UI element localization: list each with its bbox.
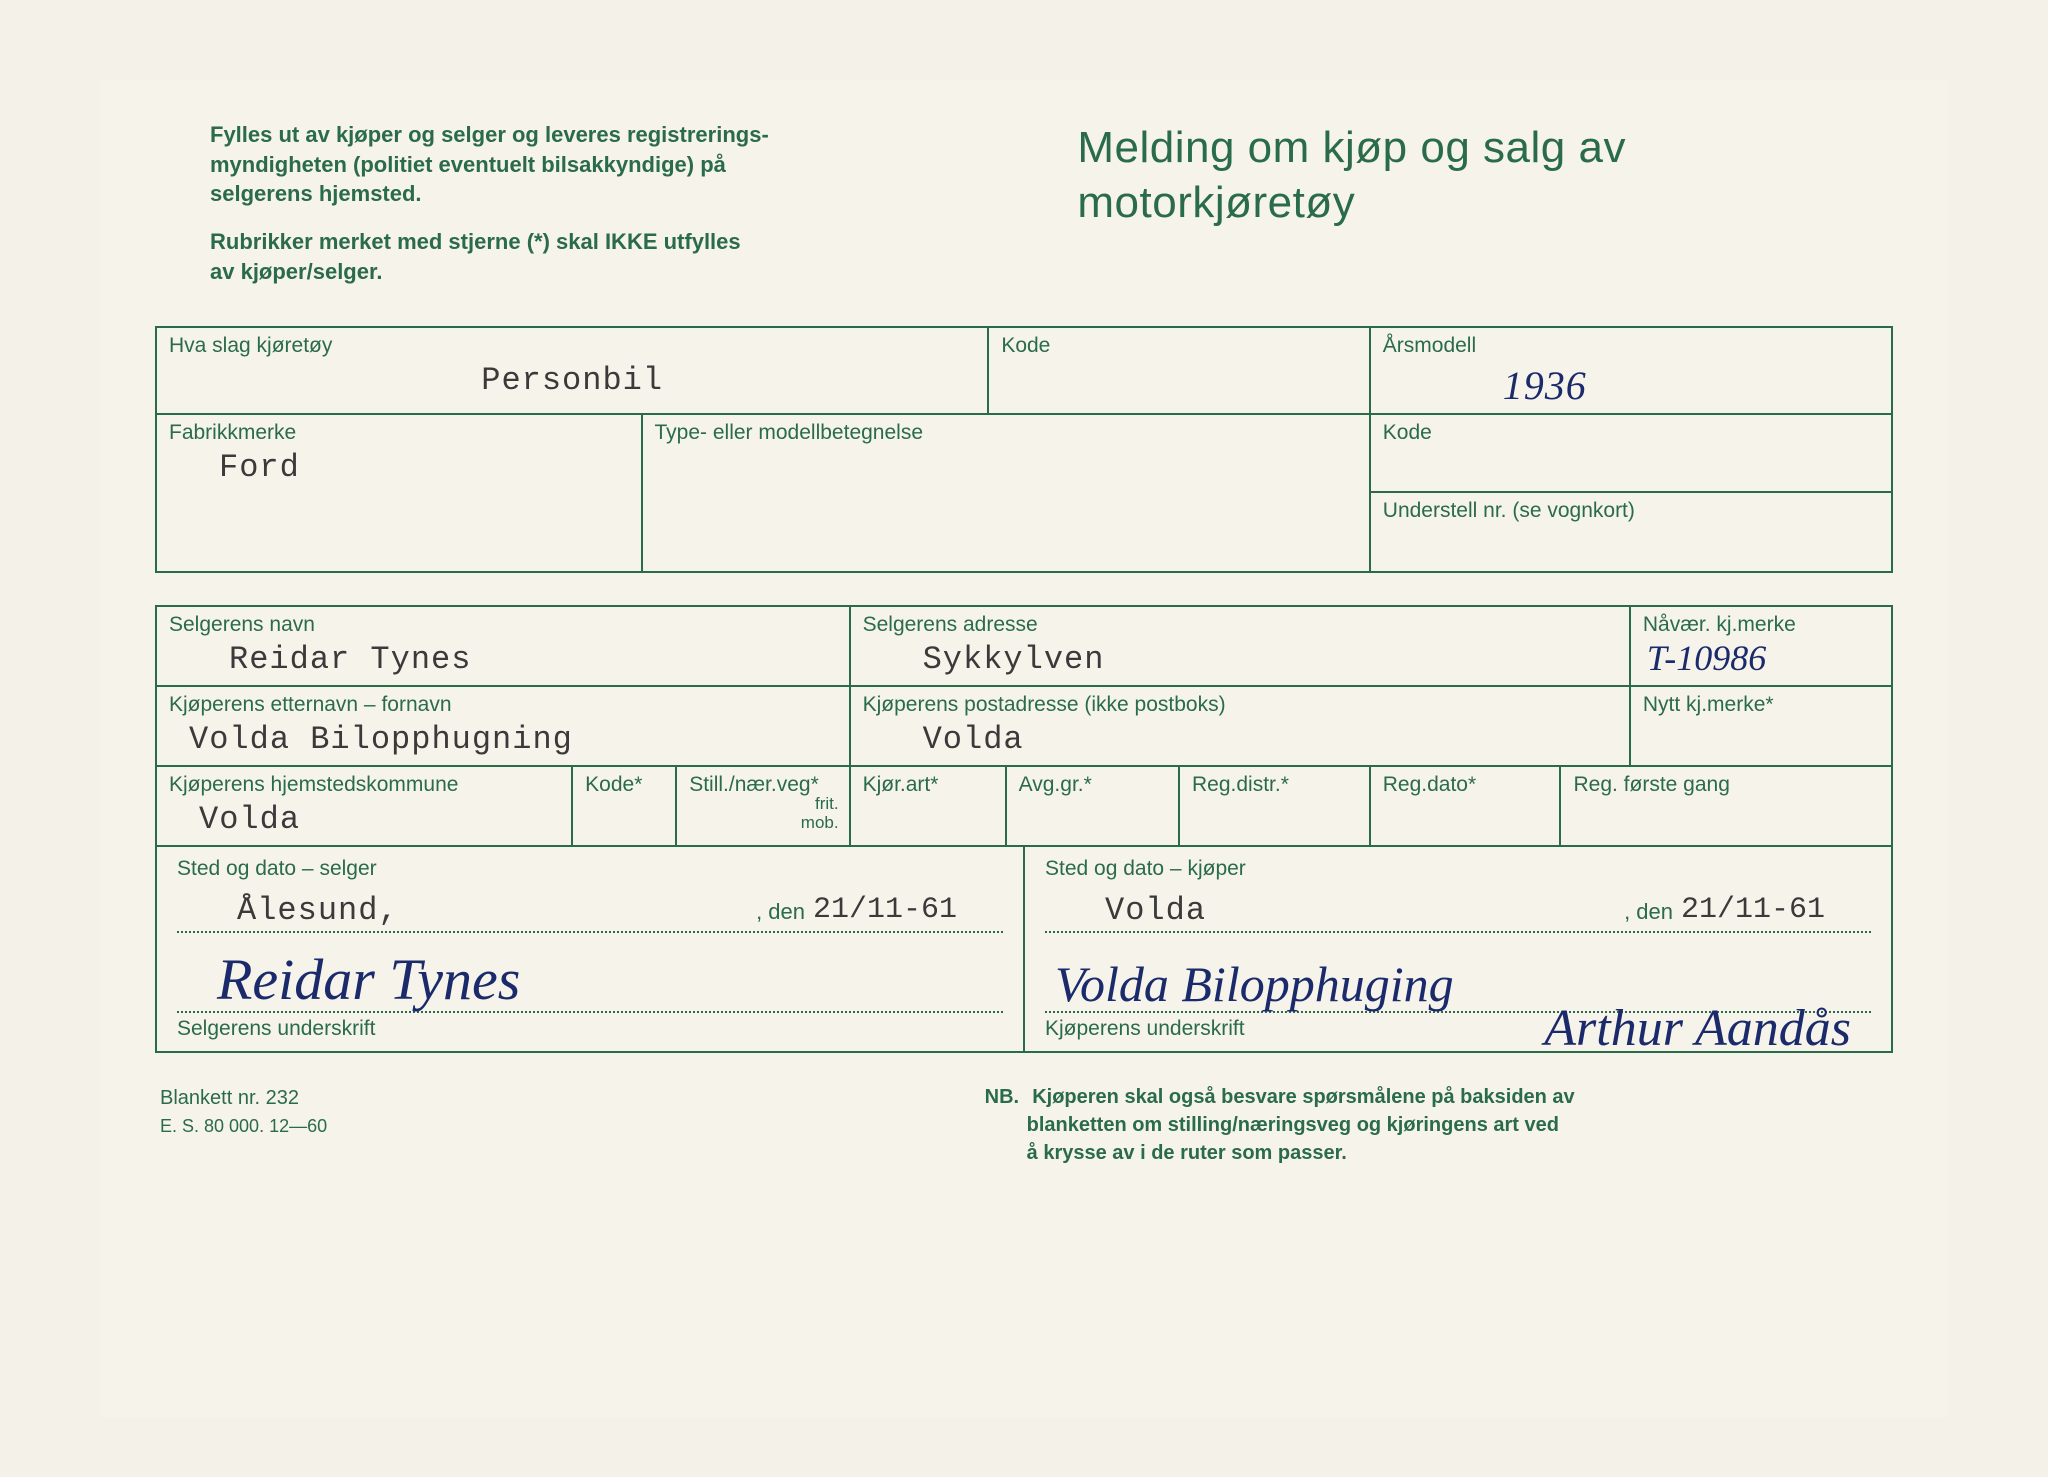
value-make: Ford [169,449,629,486]
label: Sted og dato – selger [177,857,1003,881]
label: Reg. første gang [1573,773,1879,797]
cell-buyer-addr: Kjøperens postadresse (ikke postboks) Vo… [851,687,1631,765]
seller-signature: Reidar Tynes [177,951,520,1009]
cell-make: Fabrikkmerke Ford [157,415,643,571]
value-place-buyer: Volda [1045,892,1616,929]
seller-signature-block: Sted og dato – selger Ålesund, , den 21/… [157,847,1025,1051]
header-instructions: Fylles ut av kjøper og selger og leveres… [210,120,961,286]
vehicle-box: Hva slag kjøretøy Personbil Kode Årsmode… [155,326,1893,573]
label: Hva slag kjøretøy [169,334,975,358]
label: Kjøperens etternavn – fornavn [169,693,837,717]
cell-buyer-name: Kjøperens etternavn – fornavn Volda Bilo… [157,687,851,765]
cell-reg-current: Nåvær. kj.merke T-10986 [1631,607,1891,685]
buyer-signature-2: Arthur Aandås [1544,1003,1851,1055]
cell-model: Type- eller modellbetegnelse [643,415,1371,571]
value-buyer-addr: Volda [863,721,1617,758]
label: Sted og dato – kjøper [1045,857,1871,881]
value-buyer-name: Volda Bilopphugning [169,721,837,758]
cell-kode: Kode [989,328,1370,413]
label: Kode* [585,773,663,797]
seller-place-date-line: Ålesund, , den 21/11-61 [177,881,1003,933]
label: Kjør.art* [863,773,993,797]
cell-avggr: Avg.gr.* [1007,767,1180,845]
note-line: blanketten om stilling/næringsveg og kjø… [985,1111,1878,1139]
parties-box: Selgerens navn Reidar Tynes Selgerens ad… [155,605,1893,1053]
cell-regforste: Reg. første gang [1561,767,1891,845]
nb-label: NB. [985,1083,1027,1111]
footer: Blankett nr. 232 E. S. 80 000. 12—60 NB.… [100,1053,1948,1167]
title-line: Melding om kjøp og salg av [1077,120,1878,175]
note-line: å krysse av i de ruter som passer. [985,1139,1878,1167]
title-line: motorkjøretøy [1077,175,1878,230]
instruction-line: av kjøper/selger. [210,257,961,287]
value-buyer-muni: Volda [169,801,559,838]
label: Selgerens navn [169,613,837,637]
page: Fylles ut av kjøper og selger og leveres… [0,0,2048,1477]
value-reg-current: T-10986 [1643,637,1879,679]
value-vehicle-type: Personbil [169,362,975,399]
value-year: 1936 [1383,362,1879,409]
label: Kode [1001,334,1356,358]
sub-label: frit.mob. [801,795,839,832]
buyer-place-date-line: Volda , den 21/11-61 [1045,881,1871,933]
label: Understell nr. (se vognkort) [1383,499,1879,523]
signature-row: Sted og dato – selger Ålesund, , den 21/… [157,847,1891,1051]
header: Fylles ut av kjøper og selger og leveres… [100,80,1948,316]
seller-signature-line: Reidar Tynes [177,933,1003,1013]
cell-year: Årsmodell 1936 [1371,328,1891,413]
cell-regdato: Reg.dato* [1371,767,1562,845]
label: Nytt kj.merke* [1643,693,1879,717]
cell-seller-addr: Selgerens adresse Sykkylven [851,607,1631,685]
label: Kjøperens hjemstedskommune [169,773,559,797]
instruction-line: Rubrikker merket med stjerne (*) skal IK… [210,227,961,257]
den-label: , den [1616,899,1681,929]
blankett-nr: Blankett nr. 232 [160,1083,327,1113]
print-info: E. S. 80 000. 12—60 [160,1113,327,1140]
label: Fabrikkmerke [169,421,629,445]
cell-regdistr: Reg.distr.* [1180,767,1371,845]
label: Nåvær. kj.merke [1643,613,1879,637]
cell-kode2: Kode [1371,415,1891,493]
value-seller-addr: Sykkylven [863,641,1617,678]
instruction-line: selgerens hjemsted. [210,179,961,209]
cell-vehicle-type: Hva slag kjøretøy Personbil [157,328,989,413]
value-place-seller: Ålesund, [177,892,748,929]
label: Selgerens adresse [863,613,1617,637]
label: Selgerens underskrift [177,1017,1003,1041]
cell-kjorart: Kjør.art* [851,767,1007,845]
label: Reg.dato* [1383,773,1548,797]
instruction-line: myndigheten (politiet eventuelt bilsakky… [210,150,961,180]
cell-reg-new: Nytt kj.merke* [1631,687,1891,765]
value-date-buyer: 21/11-61 [1681,893,1871,929]
label: Avg.gr.* [1019,773,1166,797]
value-seller-name: Reidar Tynes [169,641,837,678]
form-title: Melding om kjøp og salg av motorkjøretøy [1077,120,1878,286]
cell-seller-name: Selgerens navn Reidar Tynes [157,607,851,685]
cell-still: Still./nær.veg* frit.mob. [677,767,850,845]
label: Type- eller modellbetegnelse [655,421,1357,445]
buyer-signature-block: Sted og dato – kjøper Volda , den 21/11-… [1025,847,1891,1051]
label: Kjøperens postadresse (ikke postboks) [863,693,1617,717]
den-label: , den [748,899,813,929]
buyer-signature-line: Volda Bilopphuging Arthur Aandås [1045,933,1871,1013]
footer-note: NB. Kjøperen skal også besvare spørsmåle… [985,1083,1878,1167]
label: Reg.distr.* [1192,773,1357,797]
footer-left: Blankett nr. 232 E. S. 80 000. 12—60 [160,1083,327,1167]
instruction-line: Fylles ut av kjøper og selger og leveres… [210,120,961,150]
cell-buyer-muni: Kjøperens hjemstedskommune Volda [157,767,573,845]
cell-kode: Kode* [573,767,677,845]
form-paper: Fylles ut av kjøper og selger og leveres… [100,80,1948,1417]
note-line: Kjøperen skal også besvare spørsmålene p… [1032,1086,1574,1108]
cell-chassis: Understell nr. (se vognkort) [1371,493,1891,571]
label: Kode [1383,421,1879,445]
buyer-signature-1: Volda Bilopphuging [1045,959,1454,1009]
label: Årsmodell [1383,334,1879,358]
value-date-seller: 21/11-61 [813,893,1003,929]
